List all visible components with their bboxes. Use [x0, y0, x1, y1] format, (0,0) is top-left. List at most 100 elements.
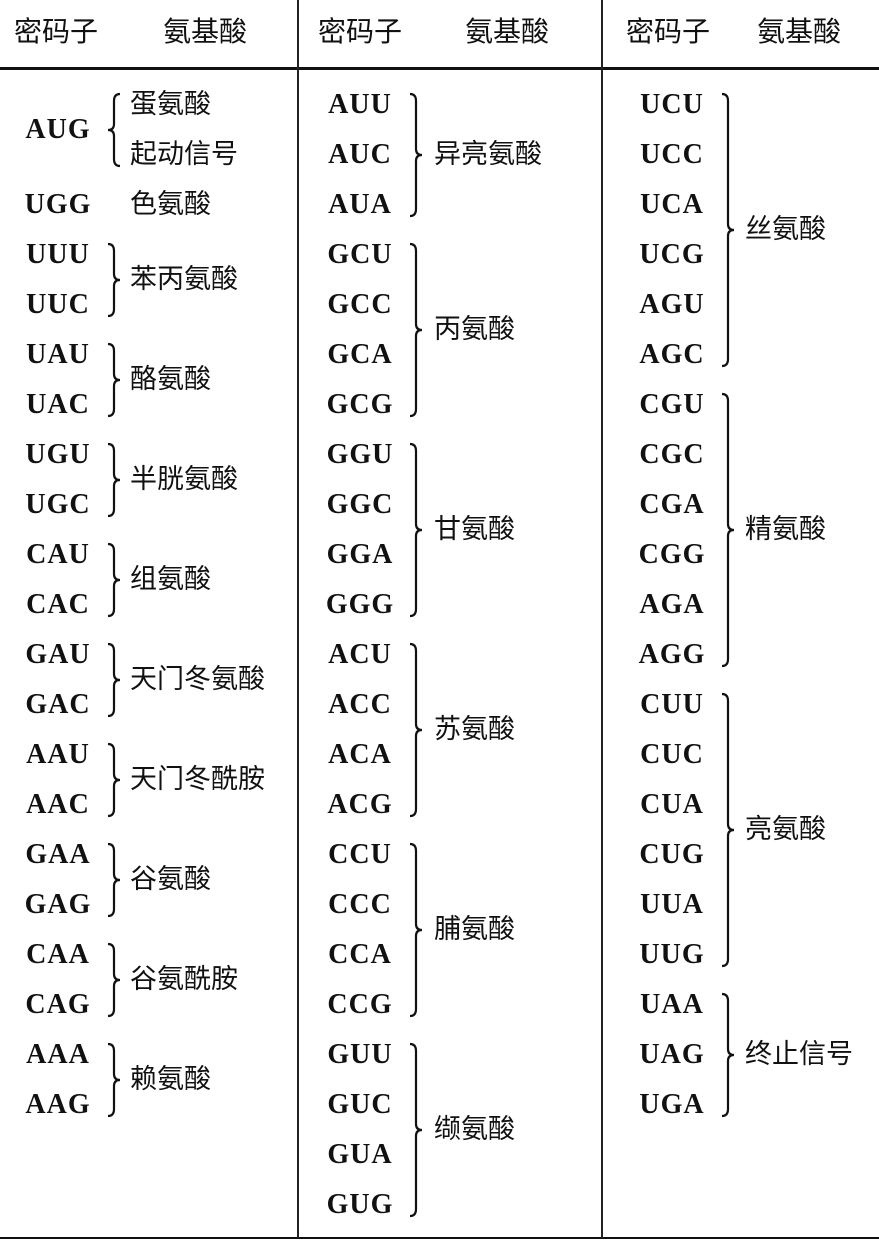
codon: CUC [640, 739, 704, 770]
amino-acid-label: 谷氨酸 [130, 864, 211, 895]
codon: GCG [326, 389, 394, 420]
amino-acid-label: 谷氨酰胺 [130, 964, 238, 995]
column-divider-2 [601, 0, 603, 1238]
codon: AUC [328, 139, 392, 170]
amino-acid-label: 天门冬氨酸 [130, 664, 265, 695]
codon: GGU [326, 439, 394, 470]
amino-acid-label: 终止信号 [745, 1039, 853, 1070]
brace-icon [409, 842, 423, 1018]
brace-icon [107, 542, 121, 618]
amino-acid-label: 丙氨酸 [434, 314, 515, 345]
codon: CGU [639, 389, 705, 420]
codon: CCA [328, 939, 392, 970]
amino-acid-label: 组氨酸 [130, 564, 211, 595]
amino-acid-label: 苏氨酸 [434, 714, 515, 745]
codon: CUU [640, 689, 704, 720]
header-codon-1: 密码子 [14, 15, 99, 48]
amino-acid-label: 丝氨酸 [745, 214, 826, 245]
amino-acid-label: 赖氨酸 [130, 1064, 211, 1095]
header-amino-acid-3: 氨基酸 [757, 15, 842, 48]
brace-icon [107, 442, 121, 518]
brace-icon [721, 692, 735, 968]
codon: CCU [328, 839, 392, 870]
codon: CAG [25, 989, 91, 1020]
codon: CAA [26, 939, 90, 970]
codon: CGG [638, 539, 706, 570]
header-amino-acid-1: 氨基酸 [163, 15, 248, 48]
codon: UGA [639, 1089, 705, 1120]
amino-acid-label: 异亮氨酸 [434, 139, 542, 170]
header-codon-2: 密码子 [318, 15, 403, 48]
codon: UUC [26, 289, 90, 320]
brace-icon [721, 992, 735, 1118]
codon: GUC [327, 1089, 393, 1120]
brace-icon [107, 92, 121, 168]
brace-icon [721, 92, 735, 368]
codon: AUU [328, 89, 392, 120]
amino-acid-label: 酪氨酸 [130, 364, 211, 395]
codon: AAC [26, 789, 90, 820]
brace-icon [409, 242, 423, 418]
codon: GUG [326, 1189, 394, 1220]
brace-icon [409, 92, 423, 218]
codon: ACU [328, 639, 392, 670]
codon: GGG [325, 589, 395, 620]
codon: GAA [25, 839, 91, 870]
brace-icon [107, 342, 121, 418]
codon: CAC [26, 589, 90, 620]
codon: CCC [328, 889, 392, 920]
codon: UCU [640, 89, 704, 120]
brace-icon [409, 642, 423, 818]
codon: GGA [326, 539, 394, 570]
codon: AUG [25, 114, 91, 145]
codon: AGG [638, 639, 706, 670]
brace-icon [107, 1042, 121, 1118]
codon: GAU [25, 639, 91, 670]
codon: UAA [640, 989, 704, 1020]
amino-acid-label: 天门冬酰胺 [130, 764, 265, 795]
brace-icon [107, 742, 121, 818]
codon: CCG [327, 989, 393, 1020]
codon: UGC [25, 489, 91, 520]
codon: CGA [639, 489, 705, 520]
brace-icon [107, 242, 121, 318]
codon: UCG [639, 239, 705, 270]
amino-acid-label: 色氨酸 [130, 189, 211, 220]
codon: UUU [26, 239, 90, 270]
codon: GCA [327, 339, 393, 370]
codon: GCU [327, 239, 393, 270]
amino-acid-label: 半胱氨酸 [130, 464, 238, 495]
codon: UGU [25, 439, 91, 470]
amino-acid-label: 精氨酸 [745, 514, 826, 545]
codon: UAG [639, 1039, 705, 1070]
amino-acid-label: 起动信号 [130, 139, 238, 170]
codon: AGA [639, 589, 705, 620]
codon: UCC [640, 139, 704, 170]
brace-icon [107, 842, 121, 918]
header-divider [0, 67, 879, 70]
header-codon-3: 密码子 [626, 15, 711, 48]
codon: UGG [24, 189, 92, 220]
codon: ACA [328, 739, 392, 770]
codon: GAG [24, 889, 92, 920]
codon: UCA [640, 189, 704, 220]
amino-acid-label: 缬氨酸 [434, 1114, 515, 1145]
codon: ACG [327, 789, 393, 820]
codon: GUA [327, 1139, 393, 1170]
brace-icon [721, 392, 735, 668]
codon: UAC [26, 389, 90, 420]
brace-icon [409, 442, 423, 618]
brace-icon [409, 1042, 423, 1218]
brace-icon [107, 942, 121, 1018]
codon: CUG [639, 839, 705, 870]
codon: CAU [26, 539, 90, 570]
column-divider-1 [297, 0, 299, 1238]
amino-acid-label: 苯丙氨酸 [130, 264, 238, 295]
brace-icon [107, 642, 121, 718]
codon: AAA [26, 1039, 90, 1070]
codon: AAG [25, 1089, 91, 1120]
amino-acid-label: 亮氨酸 [745, 814, 826, 845]
codon: AGC [639, 339, 705, 370]
codon: UUA [640, 889, 704, 920]
header-amino-acid-2: 氨基酸 [465, 15, 550, 48]
